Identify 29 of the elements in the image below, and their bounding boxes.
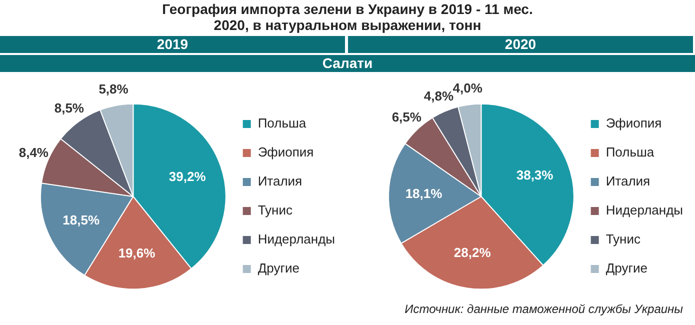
- chart-title: 2019: [156, 36, 188, 52]
- data-label: 18,1%: [405, 186, 443, 201]
- legend-label: Эфиопия: [606, 116, 662, 131]
- data-label: 19,6%: [118, 245, 156, 260]
- legend-label: Италия: [606, 174, 650, 189]
- legend-label: Нидерланды: [606, 202, 684, 218]
- data-label: 6,5%: [392, 109, 422, 124]
- data-label: 8,4%: [18, 145, 49, 160]
- legend-label: Италия: [258, 174, 302, 189]
- text: Источник: данные таможенной службы Украины: [404, 302, 683, 316]
- text: География импорта зелени в Украину в 2019 - 11 мес. 2020, в натуральном выражении, тонн: [161, 1, 534, 33]
- text: Салати: [0, 55, 695, 72]
- data-label: 4,8%: [424, 88, 454, 104]
- data-label: 39,2%: [168, 168, 206, 184]
- legend-label: Нидерланды: [258, 232, 336, 247]
- legend-label: Другие: [258, 260, 300, 276]
- legend-label: Польша: [606, 144, 655, 160]
- legend-label: Тунис: [606, 232, 641, 247]
- data-label: 8,5%: [54, 100, 84, 116]
- data-label: 38,3%: [516, 168, 554, 182]
- legend-label: Эфиопия: [258, 144, 314, 160]
- data-label: 4,0%: [452, 80, 483, 96]
- data-label: 18,5%: [62, 212, 100, 228]
- legend-label: Тунис: [258, 202, 293, 218]
- legend-label: Польша: [258, 116, 307, 131]
- data-label: 28,2%: [454, 244, 492, 260]
- data-label: 5,8%: [98, 81, 129, 96]
- legend-label: Другие: [606, 260, 648, 276]
- chart-title: 2020: [504, 36, 536, 52]
